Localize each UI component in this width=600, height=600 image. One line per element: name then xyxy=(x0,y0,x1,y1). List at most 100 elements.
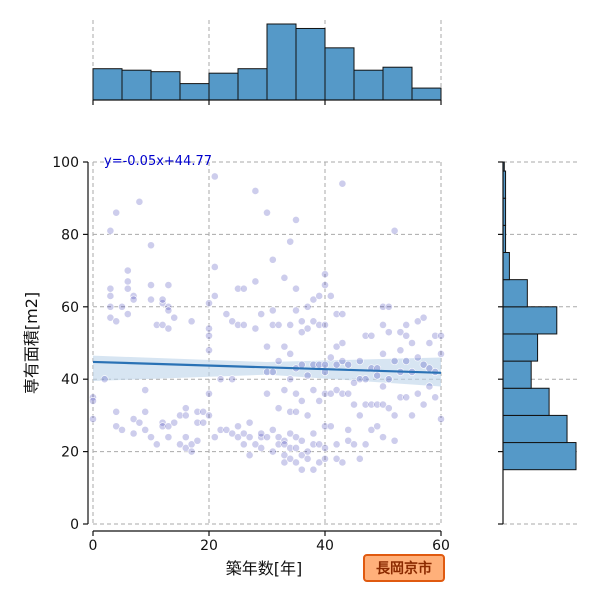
scatter-point xyxy=(297,465,306,474)
scatter-point xyxy=(309,440,318,449)
city-badge-text: 長岡京市 xyxy=(376,560,432,577)
x-tick-label: 60 xyxy=(432,538,450,554)
scatter-point xyxy=(239,429,248,438)
scatter-point xyxy=(263,433,271,442)
scatter-point xyxy=(135,197,144,206)
scatter-point xyxy=(379,400,387,409)
scatter-point xyxy=(106,292,115,300)
scatter-point xyxy=(292,284,300,293)
x-hist-bar xyxy=(411,87,442,101)
scatter-point xyxy=(350,440,358,449)
scatter-point xyxy=(344,360,353,369)
scatter-point xyxy=(338,179,347,188)
x-hist-bar xyxy=(353,69,384,101)
scatter-point xyxy=(222,425,231,434)
scatter-point xyxy=(425,339,434,347)
scatter-point xyxy=(89,397,97,405)
regression-equation: y=-0.05x+44.77 xyxy=(104,154,212,169)
scatter-point xyxy=(141,386,150,394)
scatter-point xyxy=(309,429,318,438)
scatter-point xyxy=(100,375,109,384)
scatter-point xyxy=(303,302,312,311)
scatter-point xyxy=(257,310,266,318)
scatter-point xyxy=(413,353,422,362)
scatter-point xyxy=(373,400,382,409)
scatter-point xyxy=(286,349,295,358)
y-hist-bar xyxy=(502,360,532,389)
scatter-point xyxy=(164,306,173,315)
scatter-point xyxy=(326,422,335,431)
scatter-point xyxy=(361,440,370,449)
scatter-point xyxy=(338,339,347,347)
scatter-point xyxy=(321,320,329,329)
scatter-point xyxy=(245,451,254,460)
scatter-point xyxy=(390,411,399,420)
scatter-point xyxy=(181,404,190,413)
scatter-point xyxy=(181,444,190,452)
scatter-point xyxy=(251,440,260,449)
scatter-point xyxy=(170,313,179,322)
scatter-point xyxy=(257,429,266,438)
scatter-point xyxy=(355,411,364,420)
scatter-point xyxy=(355,375,364,384)
scatter-point xyxy=(315,440,324,449)
scatter-point xyxy=(303,324,312,333)
scatter-point xyxy=(239,320,248,329)
scatter-point xyxy=(413,389,422,398)
x-hist-bar xyxy=(179,83,210,101)
scatter-point xyxy=(286,407,295,416)
scatter-point xyxy=(257,444,266,452)
scatter-point xyxy=(245,433,254,442)
scatter-point xyxy=(123,266,132,275)
scatter-point xyxy=(413,317,422,326)
scatter-point xyxy=(338,458,347,467)
scatter-point xyxy=(437,331,445,340)
scatter-point xyxy=(263,342,271,351)
scatter-point xyxy=(309,317,318,326)
x-hist-bar xyxy=(324,47,355,101)
scatter-point xyxy=(315,292,324,300)
scatter-point xyxy=(431,393,440,402)
y-axis-label: 専有面積[m2] xyxy=(22,292,41,394)
scatter-point xyxy=(152,320,161,329)
x-hist-bar xyxy=(295,27,326,101)
scatter-point xyxy=(210,292,219,300)
scatter-point xyxy=(402,320,411,329)
scatter-point xyxy=(135,418,144,427)
scatter-point xyxy=(303,447,312,456)
scatter-point xyxy=(437,415,445,423)
scatter-point xyxy=(222,310,231,318)
scatter-point xyxy=(129,295,138,304)
scatter-point xyxy=(402,331,411,340)
scatter-point xyxy=(431,331,440,340)
confidence-band xyxy=(93,355,441,387)
y-tick-label: 20 xyxy=(61,445,79,461)
scatter-point xyxy=(176,440,184,449)
scatter-point xyxy=(402,357,411,365)
y-hist-bar xyxy=(502,414,568,444)
scatter-point xyxy=(286,444,295,452)
scatter-point xyxy=(332,440,341,449)
scatter-point xyxy=(344,389,353,398)
y-hist-bar xyxy=(502,306,558,335)
scatter-point xyxy=(390,357,399,365)
scatter-point xyxy=(251,277,260,286)
scatter-point xyxy=(315,320,324,329)
x-hist-bar xyxy=(266,23,297,101)
city-badge: 長岡京市 xyxy=(363,554,445,582)
scatter-point xyxy=(303,454,312,463)
scatter-point xyxy=(106,284,115,293)
scatter-point xyxy=(141,425,150,434)
scatter-point xyxy=(326,292,335,300)
scatter-point xyxy=(338,389,347,398)
scatter-point xyxy=(274,320,283,329)
scatter-point xyxy=(181,433,190,442)
scatter-point xyxy=(274,357,283,365)
scatter-point xyxy=(268,255,277,264)
x-hist-bar xyxy=(208,72,239,101)
scatter-point xyxy=(361,331,370,340)
scatter-point xyxy=(321,270,329,279)
scatter-point xyxy=(228,317,237,326)
y-hist-bar xyxy=(502,252,510,281)
x-hist-bar xyxy=(382,66,413,101)
